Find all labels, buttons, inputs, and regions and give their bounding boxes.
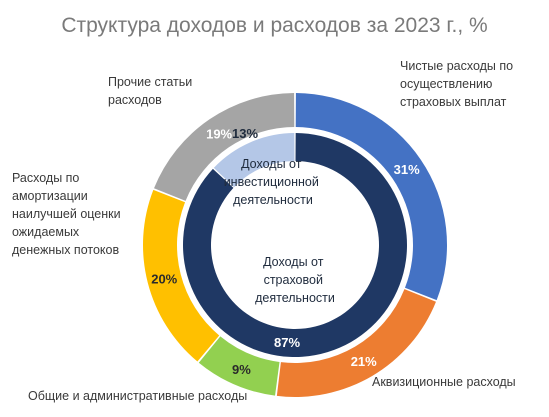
inner-label-insurance: Доходы от страховой деятельности [255, 255, 335, 305]
outer-slice-4 [154, 93, 295, 201]
outer-label-2: Общие и административные расходы [28, 389, 247, 403]
inner-label-invest: Доходы от инвестиционной деятельности [224, 157, 323, 207]
outer-ring [143, 93, 448, 398]
outer-label-1: Аквизиционные расходы [372, 375, 516, 389]
outer-label-3: Расходы по амортизации наилучшей оценки … [12, 171, 124, 257]
outer-slice-0 [295, 93, 448, 301]
chart-title: Структура доходов и расходов за 2023 г.,… [61, 14, 488, 37]
outer-pct-label-1: 21% [351, 354, 377, 369]
outer-pct-label-2: 9% [232, 362, 251, 377]
outer-slice-3 [143, 189, 220, 362]
outer-pct-label-4: 19% [206, 126, 232, 141]
inner-ring [183, 133, 407, 357]
outer-label-0: Чистые расходы по осуществлению страховы… [400, 59, 517, 109]
percent-labels: 31% 21% 9% 20% 19% 87% 13% [151, 126, 420, 377]
outer-pct-label-3: 20% [151, 272, 177, 287]
inner-pct-label-0: 87% [274, 335, 300, 350]
inner-pct-label-1: 13% [232, 126, 258, 141]
outer-slice-2 [198, 336, 280, 396]
outer-slice-1 [276, 289, 436, 398]
inner-slice-1 [213, 133, 295, 188]
outer-pct-label-0: 31% [394, 162, 420, 177]
outer-label-4: Прочие статьи расходов [108, 75, 196, 107]
